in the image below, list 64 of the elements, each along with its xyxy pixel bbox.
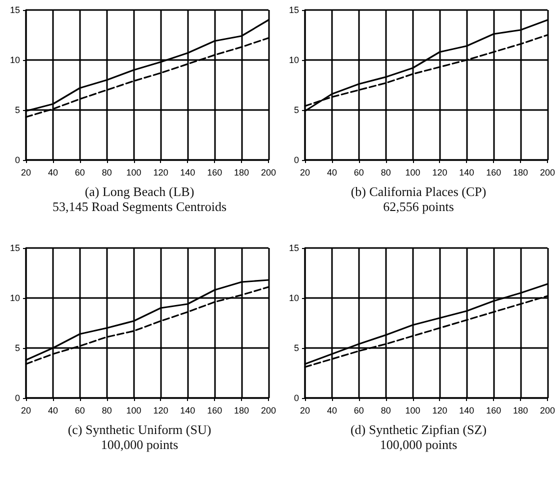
y-tick-label: 10	[288, 55, 299, 65]
y-tick-label: 15	[10, 5, 20, 15]
x-tick-label: 160	[207, 168, 222, 178]
x-tick-label: 200	[540, 168, 556, 178]
text: (a) Long Beach (LB)	[84, 184, 194, 199]
y-tick-label: 10	[288, 293, 299, 303]
x-tick-label: 120	[432, 406, 448, 416]
y-tick-label: 15	[10, 243, 20, 253]
text: 100,000 points	[380, 437, 458, 452]
x-tick-label: 40	[48, 168, 58, 178]
y-tick-label: 0	[14, 155, 20, 165]
x-tick-label: 60	[74, 406, 85, 416]
x-tick-label: 100	[405, 406, 420, 416]
x-tick-label: 40	[48, 406, 58, 416]
x-tick-label: 100	[405, 168, 420, 178]
y-tick-label: 0	[294, 393, 299, 403]
x-tick-label: 20	[300, 406, 310, 416]
x-tick-label: 160	[486, 168, 502, 178]
text: (c) Synthetic Uniform (SU)	[68, 422, 212, 437]
x-tick-label: 200	[260, 168, 276, 178]
x-tick-label: 180	[513, 168, 528, 178]
x-tick-label: 200	[260, 406, 276, 416]
x-tick-label: 20	[300, 168, 310, 178]
x-tick-label: 140	[180, 406, 196, 416]
x-tick-label: 20	[20, 406, 32, 416]
text: 62,556 points	[383, 199, 454, 214]
x-tick-label: 40	[326, 406, 337, 416]
x-tick-label: 140	[459, 168, 474, 178]
x-tick-label: 100	[126, 168, 142, 178]
y-tick-label: 5	[14, 105, 20, 115]
y-tick-label: 5	[294, 105, 299, 115]
x-tick-label: 180	[513, 406, 528, 416]
x-tick-label: 40	[326, 168, 337, 178]
x-tick-label: 180	[234, 168, 250, 178]
x-tick-label: 120	[153, 168, 168, 178]
x-tick-label: 200	[540, 406, 556, 416]
y-tick-label: 0	[14, 393, 20, 403]
text: 53,145 Road Segments Centroids	[52, 199, 227, 214]
y-tick-label: 10	[10, 293, 20, 303]
x-tick-label: 80	[102, 406, 112, 416]
y-tick-label: 5	[294, 343, 299, 353]
x-tick-label: 60	[354, 168, 364, 178]
x-tick-label: 100	[126, 406, 142, 416]
x-tick-label: 20	[20, 168, 32, 178]
x-tick-label: 140	[180, 168, 196, 178]
x-tick-label: 160	[207, 406, 222, 416]
x-tick-label: 80	[380, 168, 391, 178]
y-tick-label: 15	[288, 5, 299, 15]
x-tick-label: 60	[354, 406, 364, 416]
y-tick-label: 15	[288, 243, 299, 253]
x-tick-label: 180	[234, 406, 250, 416]
x-tick-label: 160	[486, 406, 502, 416]
x-tick-label: 140	[459, 406, 474, 416]
x-tick-label: 120	[432, 168, 448, 178]
text: (d) Synthetic Zipfian (SZ)	[350, 422, 487, 437]
y-tick-label: 5	[14, 343, 20, 353]
x-tick-label: 60	[74, 168, 85, 178]
y-tick-label: 0	[294, 155, 299, 165]
text: (b) California Places (CP)	[350, 184, 486, 199]
x-tick-label: 80	[102, 168, 112, 178]
x-tick-label: 80	[380, 406, 391, 416]
y-tick-label: 10	[10, 55, 20, 65]
text: 100,000 points	[100, 437, 178, 452]
x-tick-label: 120	[153, 406, 168, 416]
